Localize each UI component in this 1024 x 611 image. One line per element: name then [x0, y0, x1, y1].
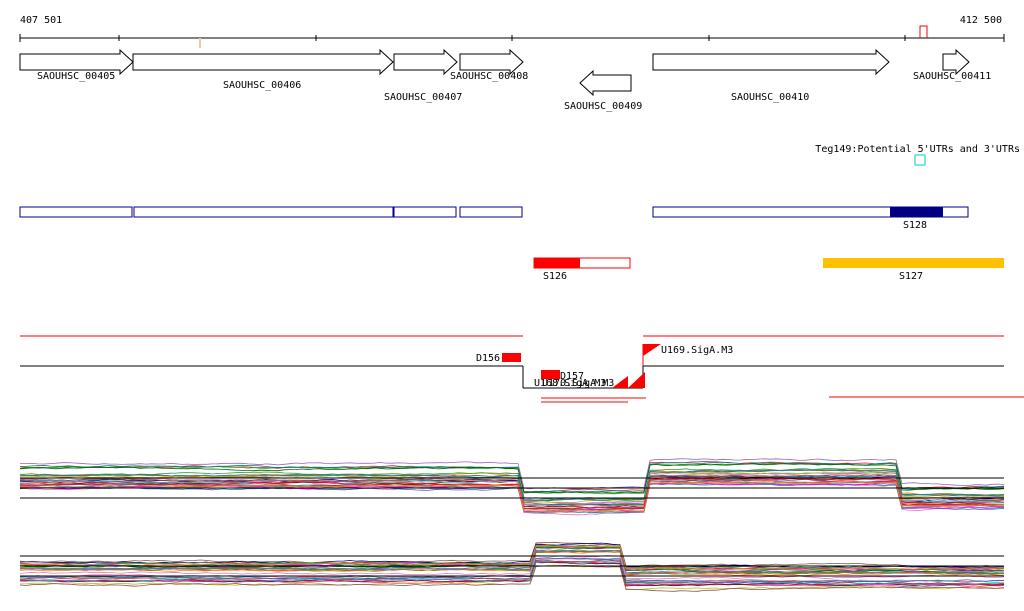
segment-s126-label: S126 — [543, 271, 567, 282]
expr-bottom-trace — [19, 560, 1005, 586]
segment-s127-bar[interactable] — [823, 258, 1004, 268]
feature-u169-label: U169.SigA.M3 — [661, 345, 733, 356]
feature-u168-label: U168.SigA.M3 — [534, 378, 606, 389]
gene-label-00408: SAOUHSC_00408 — [450, 71, 528, 82]
outline-box-00405[interactable] — [19, 206, 133, 218]
feature-u170-marker[interactable] — [612, 376, 628, 388]
ruler-marker-red — [919, 25, 928, 38]
coordinate-ruler: 407 501 412 500 — [19, 15, 1005, 48]
feature-track: D156 D157 U168.SigA.M3 U170.SigA.M3 U169… — [20, 335, 1024, 403]
gene-label-00411: SAOUHSC_00411 — [913, 71, 991, 82]
gene-arrow-00409[interactable] — [579, 69, 632, 97]
feature-u168-marker[interactable] — [628, 372, 645, 388]
teg-track: Teg149:Potential 5'UTRs and 3'UTRs — [815, 144, 1020, 166]
outline-box-00407[interactable] — [393, 206, 457, 218]
expr-bottom-trace — [19, 549, 1005, 575]
expr-bottom-trace — [19, 541, 1005, 568]
expression-track-bottom — [19, 541, 1005, 592]
teg-marker[interactable] — [914, 154, 926, 166]
feature-d156-label: D156 — [476, 353, 500, 364]
ruler-marker-light — [199, 38, 201, 48]
ruler-end-label: 412 500 — [960, 15, 1002, 26]
gene-arrow-00407[interactable] — [393, 48, 458, 76]
expr-top-trace — [19, 473, 1005, 506]
outline-box-00410[interactable] — [652, 206, 969, 218]
expr-top-trace — [19, 469, 1005, 501]
gene-label-00406: SAOUHSC_00406 — [223, 80, 301, 91]
feature-d157-bar[interactable] — [541, 370, 560, 379]
gene-label-00407: SAOUHSC_00407 — [384, 92, 462, 103]
gene-label-00405: SAOUHSC_00405 — [37, 71, 115, 82]
expr-top-trace — [19, 463, 1005, 494]
feature-u170-label: U170.SigA.M3 — [542, 378, 614, 389]
expr-top-trace — [19, 458, 1005, 490]
expr-top-trace — [19, 481, 1004, 513]
outline-box-00408[interactable] — [459, 206, 523, 218]
gene-arrow-00410[interactable] — [652, 48, 890, 76]
expr-top-trace — [19, 477, 1005, 510]
expression-track-top — [19, 458, 1005, 516]
teg-label: Teg149:Potential 5'UTRs and 3'UTRs — [815, 144, 1020, 155]
gene-arrow-00408[interactable] — [459, 48, 524, 76]
expr-bottom-trace — [19, 545, 1004, 571]
gene-label-00410: SAOUHSC_00410 — [731, 92, 809, 103]
expr-bottom-trace — [19, 564, 1005, 592]
segment-s127-label: S127 — [899, 271, 923, 282]
expr-bottom-trace — [19, 555, 1005, 580]
expr-top-trace — [19, 474, 1005, 506]
segment-s128-bar[interactable] — [890, 207, 943, 217]
feature-d156-bar[interactable] — [502, 353, 521, 362]
gene-arrow-00411[interactable] — [942, 48, 970, 76]
outline-box-00406[interactable] — [133, 206, 394, 218]
ruler-start-label: 407 501 — [20, 15, 62, 26]
expr-top-trace — [19, 467, 1005, 500]
ruler-ticks — [19, 34, 1005, 42]
outline-box-track — [19, 206, 969, 218]
segment-s126-bar[interactable] — [534, 258, 580, 268]
gene-label-00409: SAOUHSC_00409 — [564, 101, 642, 112]
gene-arrow-00406[interactable] — [132, 48, 394, 76]
feature-d157-label: D157 — [560, 371, 584, 382]
segment-s128-label: S128 — [903, 220, 927, 231]
feature-u169-marker[interactable] — [643, 344, 661, 356]
gene-arrow-00405[interactable] — [19, 48, 134, 76]
gene-track: SAOUHSC_00405 SAOUHSC_00406 SAOUHSC_0040… — [19, 48, 991, 112]
